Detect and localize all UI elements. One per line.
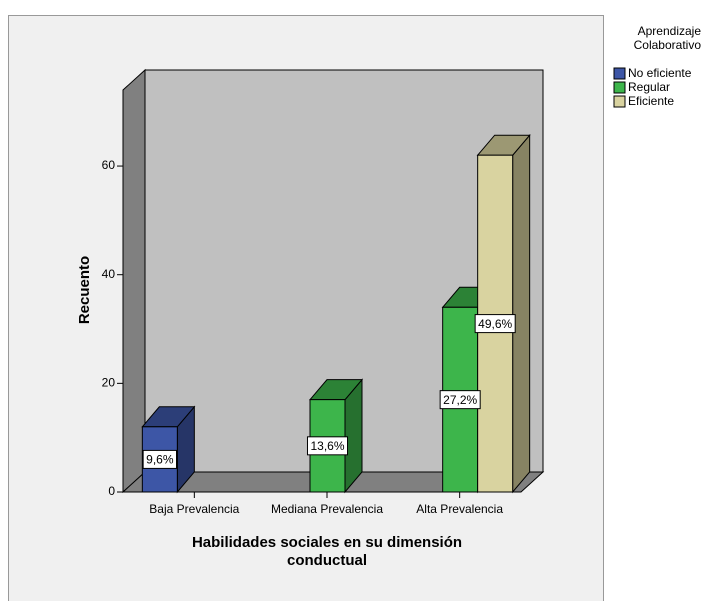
data-label-box xyxy=(142,449,178,469)
legend-swatch xyxy=(613,67,626,80)
data-label: 13,6% xyxy=(310,439,344,453)
legend-label: Regular xyxy=(628,80,670,94)
data-label: 9,6% xyxy=(146,453,174,467)
y-tick-label: 0 xyxy=(108,484,115,498)
x-tick-label: Baja Prevalencia xyxy=(149,502,239,516)
x-axis-label: conductual xyxy=(287,552,367,569)
data-label-box xyxy=(306,436,349,456)
x-axis-label: Habilidades sociales en su dimensión xyxy=(192,534,462,551)
data-label: 27,2% xyxy=(443,393,477,407)
y-tick-label: 40 xyxy=(102,267,116,281)
data-label-box xyxy=(474,314,516,334)
data-label: 49,6% xyxy=(478,317,512,331)
data-label-box xyxy=(439,390,481,410)
x-tick-label: Alta Prevalencia xyxy=(416,502,503,516)
legend-title: Aprendizaje xyxy=(638,24,702,38)
legend-label: Eficiente xyxy=(628,94,674,108)
y-tick-label: 20 xyxy=(102,376,116,390)
y-axis-label: Recuento xyxy=(76,256,93,324)
x-tick-label: Mediana Prevalencia xyxy=(271,502,383,516)
y-tick-label: 60 xyxy=(102,158,116,172)
legend-swatch xyxy=(613,95,626,108)
bar-side xyxy=(512,133,531,494)
legend-swatch xyxy=(613,81,626,94)
side-wall xyxy=(122,68,146,494)
legend-label: No eficiente xyxy=(628,66,692,80)
legend-title: Colaborativo xyxy=(634,38,702,52)
